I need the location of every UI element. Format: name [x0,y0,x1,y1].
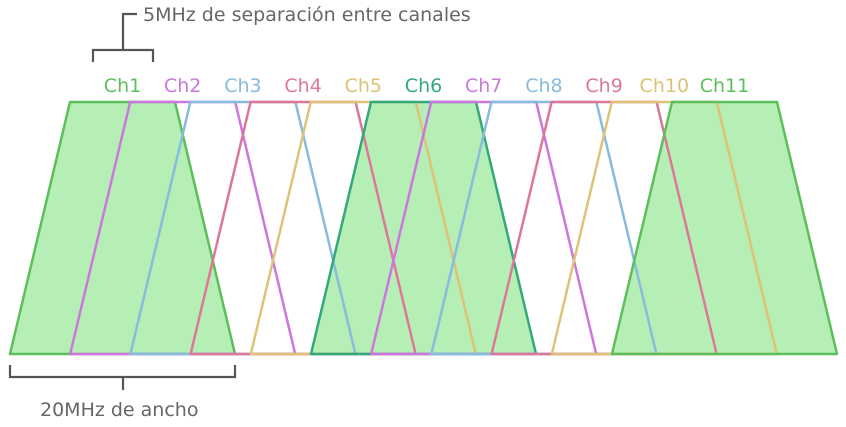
channel-label-ch6: Ch6 [405,75,442,97]
channel-fills [10,102,837,354]
channel-label-ch10: Ch10 [640,75,690,97]
channel-label-ch2: Ch2 [164,75,201,97]
channel-label-ch4: Ch4 [284,75,321,97]
width-bracket [8,365,237,390]
channel-labels: Ch1 Ch2 Ch3 Ch4 Ch5 Ch6 Ch7 Ch8 Ch9 Ch10 Ch11 [104,75,749,97]
channel-fill-ch1 [10,102,235,354]
channel-label-ch1: Ch1 [104,75,141,97]
spacing-bracket [91,12,155,62]
channel-fill-ch11 [612,102,837,354]
channel-label-ch5: Ch5 [345,75,382,97]
channel-outline-ch11 [610,100,839,356]
channel-label-ch9: Ch9 [585,75,622,97]
width-annotation: 20MHz de ancho [40,399,198,421]
channel-label-ch7: Ch7 [465,75,502,97]
channel-outlines [8,100,839,356]
channel-label-ch11: Ch11 [700,75,750,97]
channel-label-ch8: Ch8 [525,75,562,97]
channel-fill-ch6 [311,102,536,354]
spacing-annotation: 5MHz de separación entre canales [143,4,471,26]
channel-label-ch3: Ch3 [224,75,261,97]
